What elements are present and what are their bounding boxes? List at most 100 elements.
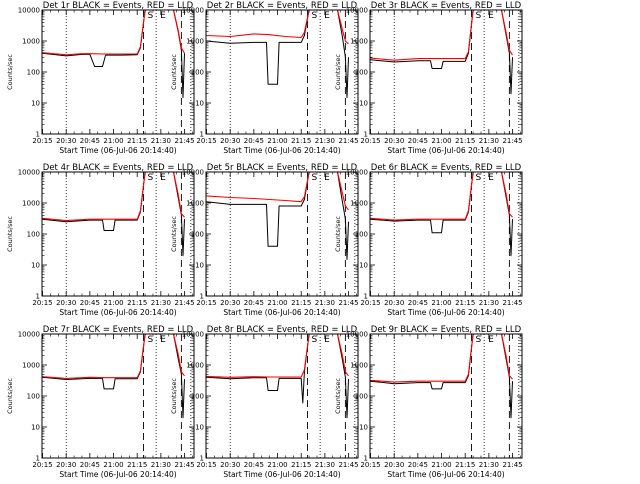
marker-e: E [324, 335, 330, 345]
x-axis-label: Start Time (06-Jul-06 20:14:40) [387, 470, 504, 479]
x-tick-label: 21:00 [431, 299, 451, 307]
x-tick-label: 20:30 [220, 461, 240, 469]
y-tick-label: 100 [27, 69, 40, 77]
y-axis-label: Counts/sec [170, 54, 178, 90]
x-tick-label: 20:15 [360, 299, 380, 307]
x-tick-label: 20:45 [244, 461, 264, 469]
x-tick-label: 21:15 [455, 461, 475, 469]
x-tick-label: 21:15 [291, 299, 311, 307]
x-tick-label: 21:45 [174, 461, 194, 469]
x-tick-label: 20:15 [32, 461, 52, 469]
x-tick-label: 20:30 [56, 299, 76, 307]
events-series-line [370, 10, 513, 95]
y-tick-label: 10 [195, 424, 204, 432]
events-series-line [206, 172, 349, 260]
x-tick-label: 21:45 [502, 461, 522, 469]
marker-s: S [476, 335, 482, 345]
y-tick-label: 100 [27, 393, 40, 401]
y-axis-label: Counts/sec [170, 378, 178, 414]
plot-frame [369, 333, 523, 459]
x-tick-label: 20:45 [408, 299, 428, 307]
y-tick-label: 100 [27, 231, 40, 239]
lld-series-line [42, 10, 185, 56]
y-tick-label: 10 [31, 262, 40, 270]
y-tick-label: 100 [355, 69, 368, 77]
x-tick-label: 20:15 [196, 299, 216, 307]
y-tick-label: 10000 [18, 7, 40, 15]
x-axis-label: Start Time (06-Jul-06 20:14:40) [59, 308, 176, 317]
series-group [370, 334, 513, 419]
series-group [370, 10, 513, 95]
marker-s: S [476, 173, 482, 183]
y-tick-label: 10000 [346, 331, 368, 339]
x-tick-label: 20:15 [196, 137, 216, 145]
chart-title: Det 8r BLACK = Events, RED = LLD [207, 325, 358, 335]
y-axis-label: Counts/sec [334, 216, 342, 252]
lld-series-line [370, 10, 513, 61]
y-tick-label: 1 [200, 293, 204, 301]
y-tick-label: 100 [191, 231, 204, 239]
x-axis-label: Start Time (06-Jul-06 20:14:40) [223, 308, 340, 317]
y-axis-label: Counts/sec [334, 54, 342, 90]
x-tick-label: 21:30 [315, 461, 335, 469]
x-tick-label: 21:30 [151, 299, 171, 307]
y-tick-label: 1000 [186, 362, 204, 370]
y-tick-label: 1 [364, 455, 368, 463]
lld-series-line [206, 334, 349, 378]
chart-panel-3: Det 3r BLACK = Events, RED = LLD Counts/s… [334, 1, 523, 155]
chart-title: Det 7r BLACK = Events, RED = LLD [43, 325, 194, 335]
chart-panel-9: Det 9r BLACK = Events, RED = LLD Counts/s… [334, 325, 523, 479]
marker-s: S [148, 11, 154, 21]
y-tick-label: 10 [195, 100, 204, 108]
y-tick-label: 10 [359, 262, 368, 270]
y-tick-label: 100 [191, 393, 204, 401]
marker-s: S [312, 11, 318, 21]
x-tick-label: 21:00 [267, 137, 287, 145]
x-tick-label: 21:15 [455, 137, 475, 145]
chart-title: Det 3r BLACK = Events, RED = LLD [371, 1, 522, 11]
y-tick-label: 1000 [22, 362, 40, 370]
x-tick-label: 21:45 [338, 461, 358, 469]
y-tick-label: 1 [36, 293, 40, 301]
chart-title: Det 6r BLACK = Events, RED = LLD [371, 163, 522, 173]
x-axis-label: Start Time (06-Jul-06 20:14:40) [223, 470, 340, 479]
y-tick-label: 10000 [182, 169, 204, 177]
y-tick-label: 100 [355, 393, 368, 401]
y-tick-label: 1 [36, 455, 40, 463]
x-tick-label: 21:00 [103, 137, 123, 145]
x-axis-label: Start Time (06-Jul-06 20:14:40) [223, 146, 340, 155]
marker-e: E [488, 173, 494, 183]
x-tick-label: 21:30 [479, 461, 499, 469]
marker-e: E [160, 335, 166, 345]
series-group [206, 172, 349, 260]
chart-panel-6: Det 6r BLACK = Events, RED = LLD Counts/s… [334, 163, 523, 317]
x-tick-label: 20:15 [196, 461, 216, 469]
y-tick-label: 1 [36, 131, 40, 139]
plot-frame [369, 171, 523, 297]
x-tick-label: 21:15 [455, 299, 475, 307]
y-tick-label: 10 [195, 262, 204, 270]
chart-title: Det 5r BLACK = Events, RED = LLD [207, 163, 358, 173]
y-tick-label: 1 [200, 131, 204, 139]
x-tick-label: 20:45 [244, 299, 264, 307]
x-tick-label: 20:45 [408, 137, 428, 145]
events-series-line [370, 172, 513, 257]
chart-panel-4: Det 4r BLACK = Events, RED = LLD Counts/s… [6, 163, 195, 317]
series-group [42, 334, 185, 419]
x-tick-label: 20:45 [408, 461, 428, 469]
events-series-line [206, 334, 349, 419]
series-group [206, 334, 349, 419]
lld-series-line [206, 172, 349, 211]
x-axis-label: Start Time (06-Jul-06 20:14:40) [387, 146, 504, 155]
marker-s: S [312, 335, 318, 345]
marker-s: S [312, 173, 318, 183]
marker-e: E [488, 11, 494, 21]
y-tick-label: 10000 [182, 331, 204, 339]
y-tick-label: 1000 [186, 200, 204, 208]
events-series-line [42, 172, 185, 257]
x-tick-label: 20:15 [32, 299, 52, 307]
x-tick-label: 20:30 [56, 461, 76, 469]
x-tick-label: 21:45 [338, 299, 358, 307]
y-axis-label: Counts/sec [6, 378, 14, 414]
y-tick-label: 100 [355, 231, 368, 239]
